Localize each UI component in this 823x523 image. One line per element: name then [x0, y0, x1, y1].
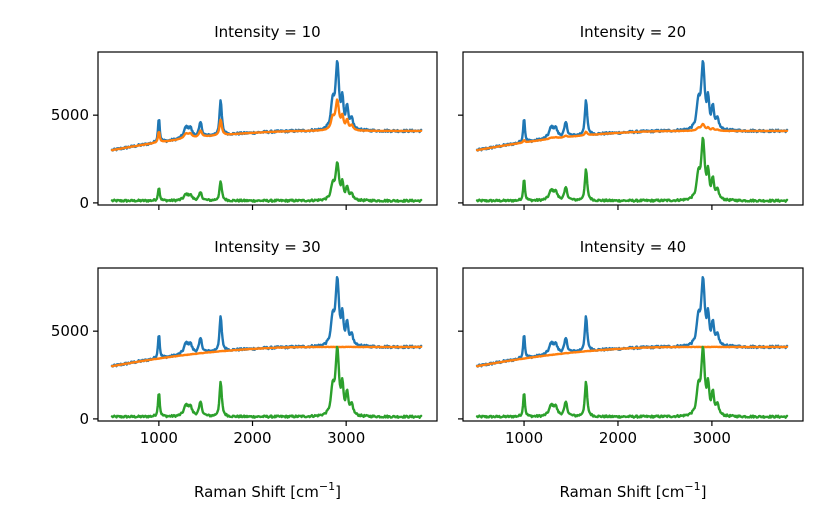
x-tick-label: 2000: [233, 429, 271, 447]
panel-title: Intensity = 40: [580, 238, 686, 256]
panel-intensity-10: Intensity = 10 0 5000: [51, 23, 438, 212]
x-tick-label: 3000: [327, 429, 365, 447]
y-tick-label: 0: [79, 410, 89, 428]
y-tick-label: 5000: [51, 322, 89, 340]
corrected-spectrum-line: [475, 136, 789, 203]
y-tick-label: 5000: [51, 106, 89, 124]
x-tick-label: 1000: [505, 429, 543, 447]
baseline-line: [110, 345, 423, 368]
panel-title: Intensity = 30: [214, 238, 320, 256]
x-axis-label-right: Raman Shift [cm−1]: [559, 480, 706, 501]
baseline-line: [475, 345, 789, 368]
panel-intensity-40: Intensity = 40 1000 2000 3000: [458, 238, 804, 447]
raw-spectrum-line: [475, 60, 789, 152]
baseline-line: [110, 98, 423, 152]
corrected-spectrum-line: [110, 161, 423, 203]
axes-frame: [97, 51, 438, 206]
axes-frame: [462, 51, 804, 206]
axes-frame: [97, 267, 438, 422]
x-tick-label: 3000: [693, 429, 731, 447]
axes-frame: [462, 267, 804, 422]
raw-spectrum-line: [475, 276, 789, 368]
corrected-spectrum-line: [110, 345, 423, 419]
baseline-line: [475, 122, 789, 152]
x-tick-label: 1000: [140, 429, 178, 447]
panel-title: Intensity = 20: [580, 23, 686, 41]
corrected-spectrum-line: [475, 345, 789, 419]
x-axis-label-left: Raman Shift [cm−1]: [194, 480, 341, 501]
raw-spectrum-line: [110, 276, 423, 368]
y-tick-label: 0: [79, 194, 89, 212]
panel-intensity-30: Intensity = 30 1000 2000 3000 0 5000: [51, 238, 438, 447]
panel-title: Intensity = 10: [214, 23, 320, 41]
x-tick-label: 2000: [599, 429, 637, 447]
panel-intensity-20: Intensity = 20: [458, 23, 804, 210]
